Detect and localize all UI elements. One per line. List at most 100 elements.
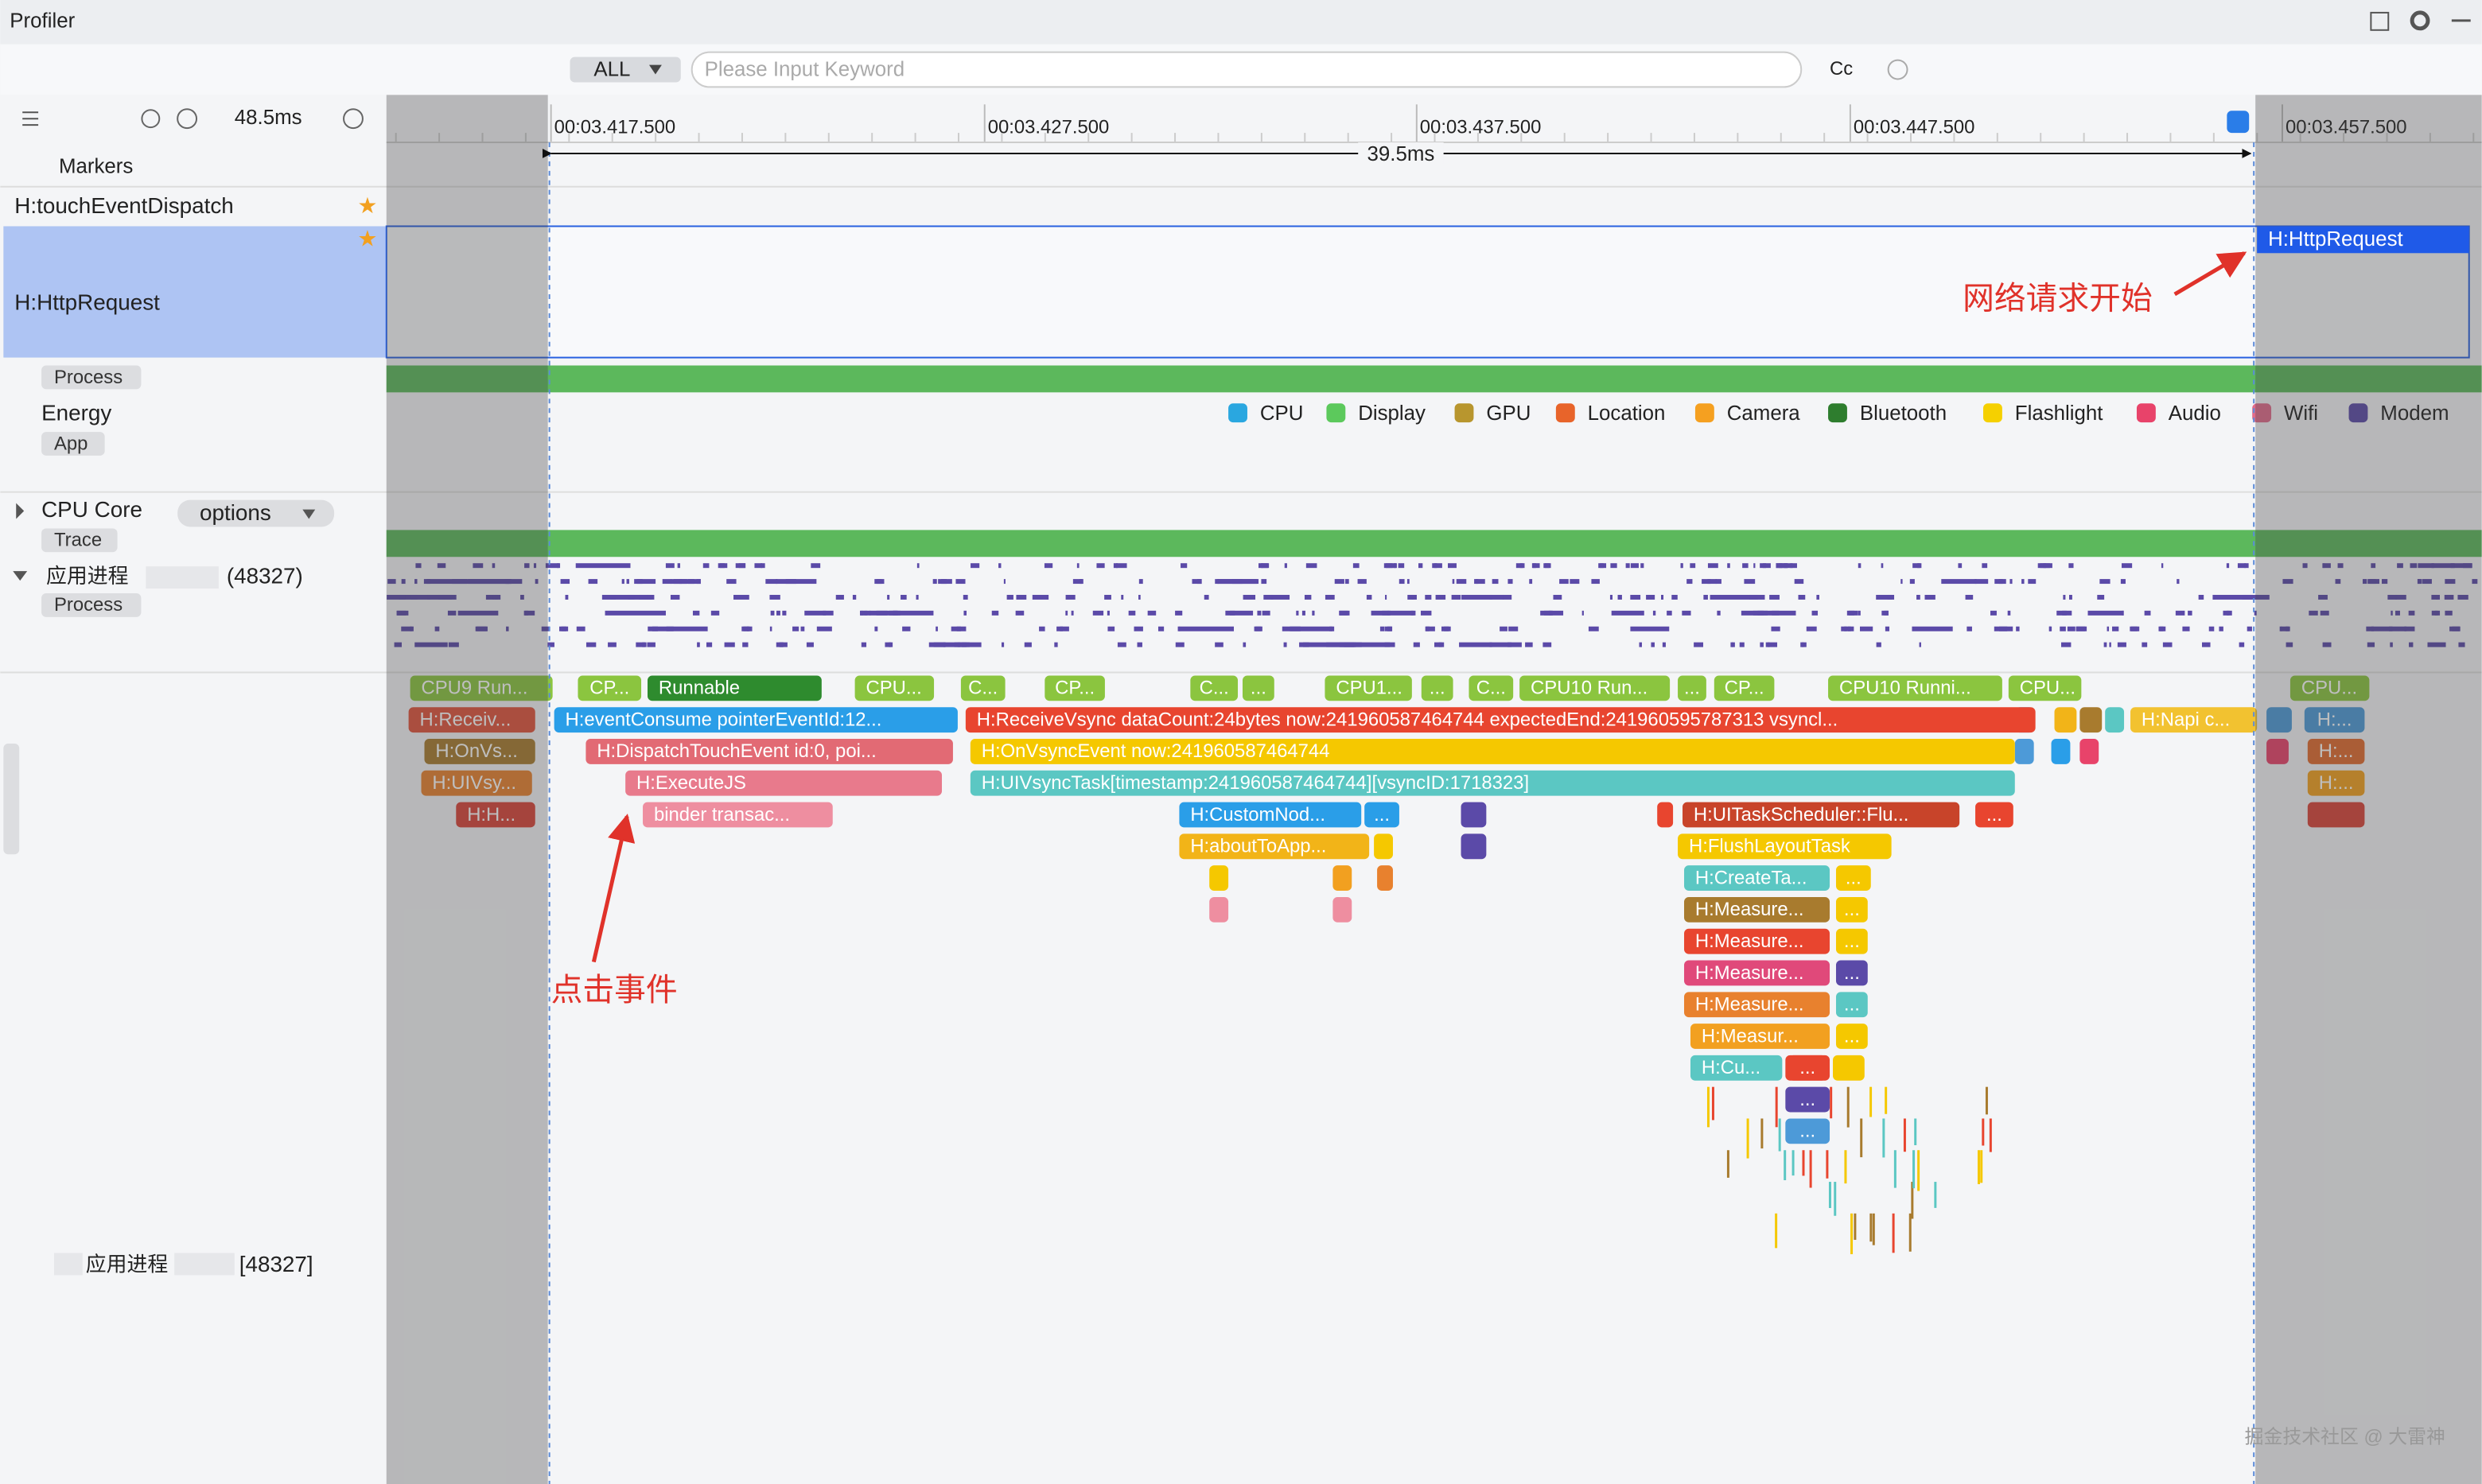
activity-dash xyxy=(492,563,496,569)
slice[interactable] xyxy=(1835,865,1871,891)
slice[interactable] xyxy=(1684,960,1830,986)
slice[interactable] xyxy=(625,770,943,796)
slice[interactable] xyxy=(2130,707,2258,733)
slice[interactable] xyxy=(1190,675,1239,701)
activity-dash xyxy=(876,610,888,616)
tag xyxy=(41,432,105,456)
slice[interactable] xyxy=(1678,833,1892,860)
slice[interactable] xyxy=(1684,992,1830,1018)
slice[interactable] xyxy=(1045,675,1105,701)
slice-sliver xyxy=(1706,1086,1710,1128)
flag-icon[interactable] xyxy=(2227,111,2250,134)
slice[interactable] xyxy=(2008,675,2082,701)
activity-dash xyxy=(2213,594,2252,600)
slice[interactable] xyxy=(1690,1055,1783,1081)
activity-dash xyxy=(1345,579,1349,585)
slice[interactable] xyxy=(585,739,953,764)
slice[interactable] xyxy=(554,707,958,733)
slice[interactable] xyxy=(854,675,935,701)
activity-dash xyxy=(2062,610,2072,616)
activity-dash xyxy=(1060,626,1069,631)
slice[interactable] xyxy=(1242,675,1274,701)
settings-button[interactable] xyxy=(2410,10,2430,31)
activity-dash xyxy=(626,579,629,585)
dock-button[interactable] xyxy=(2370,11,2390,31)
slice[interactable] xyxy=(1785,1118,1830,1144)
activity-dash xyxy=(1254,626,1262,631)
slice[interactable] xyxy=(2307,739,2365,764)
slice[interactable] xyxy=(1835,928,1868,954)
slice[interactable] xyxy=(643,802,833,828)
star-icon[interactable]: ★ xyxy=(357,227,377,251)
activity-dash xyxy=(916,594,919,600)
slice[interactable] xyxy=(410,675,553,701)
activity-dash xyxy=(1680,563,1683,569)
activity-dash xyxy=(754,563,765,569)
annotation: 网络请求开始 xyxy=(1963,281,2153,316)
slice[interactable] xyxy=(1325,675,1412,701)
slice[interactable] xyxy=(1519,675,1671,701)
activity-dash xyxy=(665,563,675,569)
slice-label: H:Measur... xyxy=(1702,1025,1799,1047)
slice[interactable] xyxy=(1785,1055,1830,1081)
slice[interactable] xyxy=(965,707,2036,733)
activity-dash xyxy=(1444,626,1449,631)
activity-dash xyxy=(670,594,680,600)
slice[interactable] xyxy=(1469,675,1514,701)
activity-dash xyxy=(1784,563,1793,569)
slice[interactable] xyxy=(1835,896,1868,923)
slice[interactable] xyxy=(578,675,642,701)
activity-dash xyxy=(1502,594,1512,600)
slice[interactable] xyxy=(1678,675,1706,701)
zoom-out[interactable] xyxy=(177,108,198,130)
slice-label: CPU1... xyxy=(1336,678,1402,699)
slice[interactable] xyxy=(1714,675,1775,701)
slice[interactable] xyxy=(2289,675,2370,701)
slice[interactable] xyxy=(1684,928,1830,954)
slice[interactable] xyxy=(1690,1024,1830,1049)
activity-dash xyxy=(2103,642,2107,647)
options-dropdown[interactable] xyxy=(177,499,335,527)
slice-label: CP... xyxy=(589,678,629,699)
filter-dropdown[interactable] xyxy=(570,56,681,83)
selected-track[interactable] xyxy=(3,226,387,358)
slice[interactable] xyxy=(970,739,2015,764)
slice[interactable] xyxy=(1785,1086,1830,1113)
slice[interactable] xyxy=(970,770,2015,796)
case-toggle[interactable]: Cc xyxy=(1830,58,1853,80)
collapse-arrow[interactable] xyxy=(13,571,28,581)
slice[interactable] xyxy=(2307,770,2365,796)
activity-dash xyxy=(1076,563,1080,569)
slice[interactable] xyxy=(1828,675,2002,701)
http-slice[interactable] xyxy=(2257,226,2469,254)
slice[interactable] xyxy=(1835,960,1868,986)
history-button[interactable] xyxy=(1887,59,1908,80)
slice[interactable] xyxy=(1835,992,1868,1018)
slice[interactable] xyxy=(1683,802,1960,828)
search-input[interactable] xyxy=(691,51,1803,88)
slice[interactable] xyxy=(421,770,532,796)
slice[interactable] xyxy=(647,675,822,701)
activity-dash xyxy=(782,610,787,616)
slice[interactable] xyxy=(1179,802,1362,828)
activity-dash xyxy=(437,563,446,569)
slice[interactable] xyxy=(1835,1024,1868,1049)
slice-fragment xyxy=(2079,707,2103,733)
slice[interactable] xyxy=(1684,896,1830,923)
slice[interactable] xyxy=(408,707,535,733)
side-handle[interactable] xyxy=(3,743,20,855)
slice[interactable] xyxy=(960,675,1006,701)
star-icon[interactable]: ★ xyxy=(357,193,377,218)
slice[interactable] xyxy=(456,802,535,828)
slice[interactable] xyxy=(424,739,535,764)
slice[interactable] xyxy=(2304,707,2365,733)
slice[interactable] xyxy=(1179,833,1370,860)
zoom-in[interactable] xyxy=(343,108,364,130)
slice[interactable] xyxy=(1684,865,1830,891)
slice[interactable] xyxy=(1364,802,1399,828)
activity-dash xyxy=(1859,626,1871,631)
slice[interactable] xyxy=(1421,675,1453,701)
expand-arrow[interactable] xyxy=(16,503,25,519)
reset-zoom[interactable] xyxy=(141,109,161,129)
slice[interactable] xyxy=(1975,802,2013,828)
